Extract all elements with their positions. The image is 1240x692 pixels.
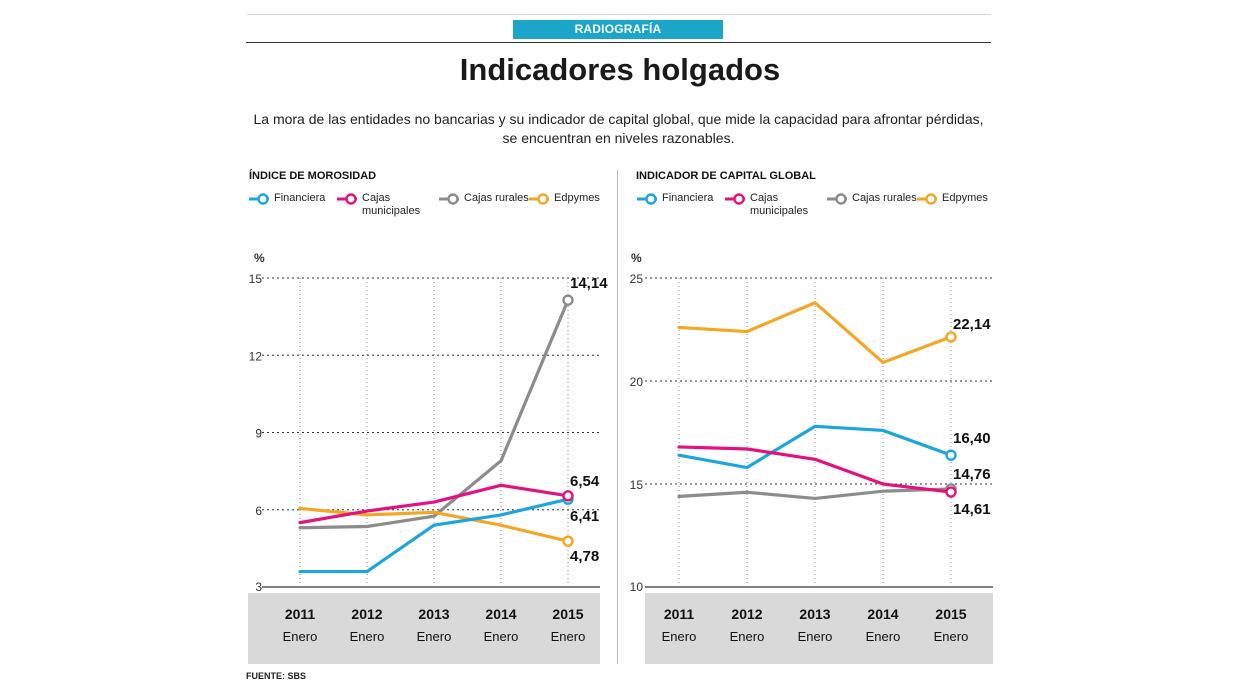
x-tick-sublabel: Enero [551, 629, 586, 644]
data-label-cajas-municipales: 14,61 [953, 501, 991, 518]
morosidad-chart: 3 6 9 12 15% 2011 Enero 2012 Enero 2013 Enero 2014 E… [248, 251, 608, 664]
data-label-financiera: 16,40 [953, 430, 991, 447]
page-subtitle: La mora de las entidades no bancarias y … [253, 111, 984, 146]
legend-label: Edpymes [554, 192, 600, 204]
category-band [248, 593, 600, 664]
legend-capital: Financiera Cajas municipales Cajas rurales… [636, 192, 1006, 226]
header-rule [246, 42, 991, 43]
legend-item-cajas-rurales: Cajas rurales [826, 192, 922, 206]
series-line-cajas-municipales [298, 483, 570, 525]
data-label-cajas-municipales: 6,54 [570, 473, 600, 490]
x-tick-sublabel: Enero [484, 629, 519, 644]
x-tick-label: 2013 [799, 606, 830, 622]
y-tick-label: 3 [255, 580, 262, 594]
data-label-edpymes: 4,78 [570, 548, 599, 565]
section-tag: RADIOGRAFÍA [513, 20, 723, 39]
series-line-cajas-rurales [298, 298, 570, 530]
legend-swatch-icon [439, 193, 459, 205]
legend-swatch-icon [917, 193, 937, 205]
legend-swatch-icon [637, 193, 657, 205]
end-marker-cajas-municipales [945, 486, 957, 498]
legend-item-financiera: Financiera [636, 192, 732, 206]
legend-swatch-icon [529, 193, 549, 205]
legend-item-cajas-rurales: Cajas rurales [438, 192, 534, 206]
end-marker-cajas-municipales [562, 490, 574, 502]
end-marker-edpymes [562, 535, 574, 547]
series-line-financiera [677, 424, 953, 470]
x-tick-label: 2015 [935, 606, 966, 622]
y-axis-unit: % [254, 251, 265, 265]
chart-divider [617, 170, 618, 664]
y-tick-label: 6 [255, 504, 262, 518]
x-tick-label: 2012 [351, 606, 382, 622]
x-tick-label: 2015 [552, 606, 583, 622]
y-tick-label: 12 [249, 349, 263, 363]
end-marker-edpymes [945, 331, 957, 343]
series-line-edpymes [298, 506, 570, 543]
page-title: Indicadores holgados [459, 52, 781, 87]
x-tick-label: 2014 [867, 606, 898, 622]
legend-swatch-icon [337, 193, 357, 205]
source-note: FUENTE: SBS [246, 671, 307, 681]
legend-label: Financiera [662, 192, 714, 204]
x-tick-sublabel: Enero [934, 629, 969, 644]
y-tick-label: 10 [630, 580, 644, 594]
series-line-edpymes [677, 301, 953, 365]
y-tick-label: 15 [630, 478, 644, 492]
x-tick-label: 2014 [485, 606, 516, 622]
legend-label: Cajas rurales [852, 192, 917, 204]
x-tick-sublabel: Enero [662, 629, 697, 644]
legend-item-cajas-municipales: Cajas municipales [336, 192, 432, 218]
legend-swatch-icon [827, 193, 847, 205]
x-tick-label: 2012 [731, 606, 762, 622]
data-label-cajas-rurales: 14,14 [570, 275, 608, 292]
legend-swatch-icon [249, 193, 269, 205]
legend-morosidad: Financiera Cajas municipales Cajas rurales… [248, 192, 618, 226]
x-tick-label: 2011 [285, 606, 316, 622]
legend-item-edpymes: Edpymes [916, 192, 1012, 206]
chart-title-morosidad: ÍNDICE DE MOROSIDAD [249, 170, 377, 182]
legend-swatch-icon [725, 193, 745, 205]
legend-label: Cajas rurales [464, 192, 529, 204]
legend-item-edpymes: Edpymes [528, 192, 624, 206]
x-tick-sublabel: Enero [417, 629, 452, 644]
x-tick-sublabel: Enero [283, 629, 318, 644]
legend-label: Financiera [274, 192, 326, 204]
x-tick-sublabel: Enero [798, 629, 833, 644]
legend-label: Cajas municipales [362, 192, 421, 217]
legend-item-cajas-municipales: Cajas municipales [724, 192, 820, 218]
y-axis-unit: % [631, 251, 642, 265]
data-label-edpymes: 22,14 [953, 316, 991, 333]
legend-label: Cajas municipales [750, 192, 809, 217]
series-line-financiera [298, 497, 570, 574]
x-tick-sublabel: Enero [730, 629, 765, 644]
category-band [645, 593, 993, 664]
legend-label: Edpymes [942, 192, 988, 204]
y-tick-label: 20 [630, 375, 644, 389]
y-tick-label: 25 [630, 272, 644, 286]
x-tick-label: 2011 [664, 606, 695, 622]
y-tick-label: 15 [249, 272, 263, 286]
end-marker-financiera [945, 449, 957, 461]
top-rule [246, 14, 991, 15]
data-label-cajas-rurales: 14,76 [953, 466, 991, 483]
series-line-cajas-rurales [677, 487, 953, 501]
series-line-cajas-municipales [677, 445, 953, 494]
legend-item-financiera: Financiera [248, 192, 344, 206]
chart-title-capital: INDICADOR DE CAPITAL GLOBAL [636, 170, 816, 182]
end-marker-cajas-rurales [562, 294, 574, 306]
x-tick-sublabel: Enero [350, 629, 385, 644]
y-tick-label: 9 [255, 427, 262, 441]
x-tick-sublabel: Enero [866, 629, 901, 644]
x-tick-label: 2013 [418, 606, 449, 622]
data-label-financiera: 6,41 [570, 508, 599, 525]
